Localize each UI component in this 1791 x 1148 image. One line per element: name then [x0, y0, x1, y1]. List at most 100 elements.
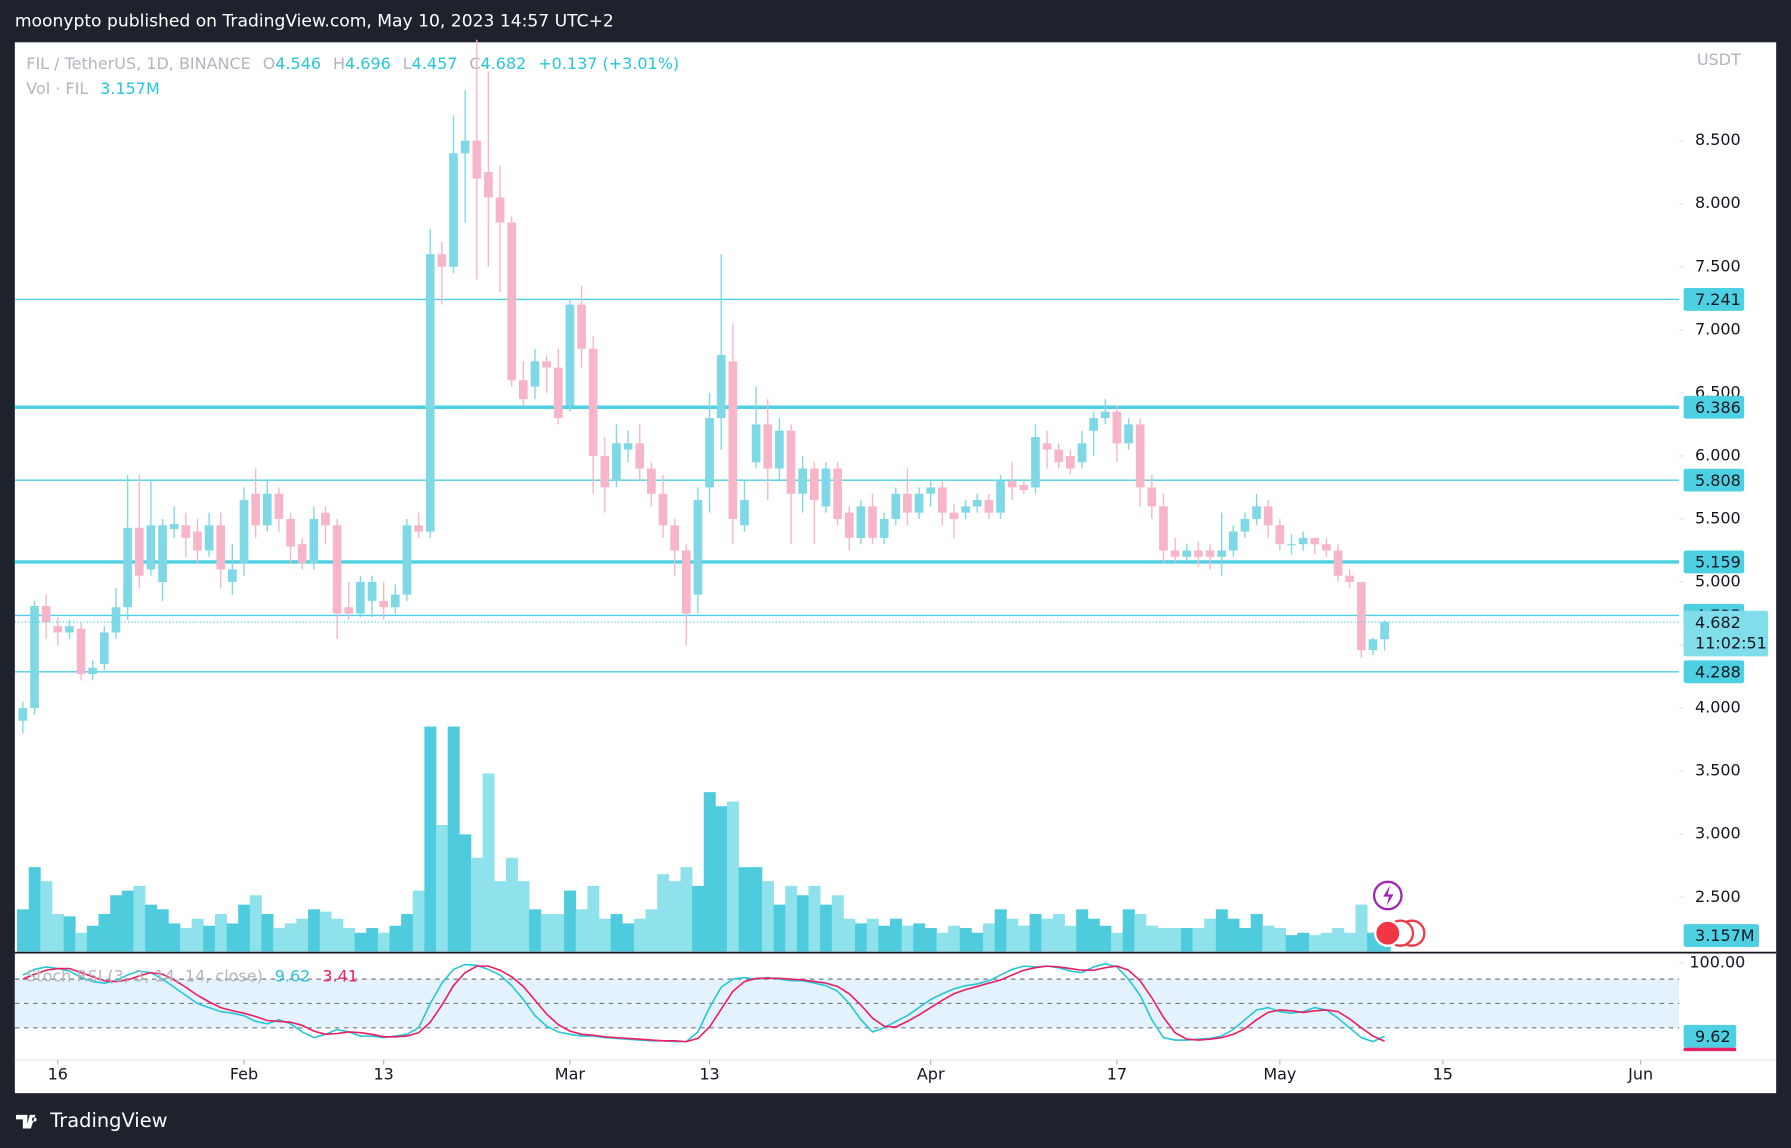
volume-bar — [354, 932, 367, 952]
x-tick-label: Feb — [230, 1064, 258, 1083]
volume-bar — [1215, 909, 1228, 952]
candle-body — [390, 594, 400, 608]
candle-body — [1170, 550, 1180, 557]
volume-bar — [552, 914, 565, 952]
volume-bar — [901, 925, 914, 952]
candle-body — [181, 525, 191, 538]
candle-body — [344, 607, 354, 614]
candle-body — [460, 140, 470, 154]
candle-body — [332, 525, 342, 614]
volume-bar — [924, 928, 937, 952]
candle-body — [1194, 550, 1203, 557]
volume-name: Vol · FIL — [26, 79, 88, 98]
volume-bar — [1250, 914, 1263, 952]
volume-bar — [1227, 918, 1240, 952]
volume-bar — [831, 895, 844, 952]
volume-bar — [948, 925, 961, 952]
candle-body — [169, 524, 179, 530]
candle-body — [716, 355, 726, 419]
volume-bar — [17, 909, 30, 952]
volume-bar — [1320, 932, 1333, 952]
candle-body — [1275, 525, 1285, 545]
volume-bar — [622, 923, 635, 952]
candle-body — [1217, 550, 1227, 557]
volume-bar — [51, 914, 64, 952]
level-label-box — [1683, 550, 1745, 574]
x-tick-label: 15 — [1433, 1064, 1453, 1083]
volume-bar — [1122, 909, 1135, 952]
volume-bar — [436, 824, 449, 952]
volume-bar — [1099, 925, 1112, 952]
volume-bar — [808, 885, 821, 952]
volume-bar — [866, 918, 879, 952]
volume-bar — [598, 918, 611, 952]
candle-body — [1345, 575, 1355, 583]
candle-body — [984, 500, 994, 513]
candle-body — [775, 430, 784, 469]
candle-body — [1287, 544, 1296, 546]
volume-bar — [1239, 928, 1252, 952]
candle-body — [763, 424, 773, 469]
level-label-box — [1683, 468, 1745, 492]
x-tick-label: 17 — [1107, 1064, 1127, 1083]
ohlc-letter: O — [263, 53, 276, 72]
legend-stoch: Stoch RSI (3, 3, 14, 14, close) 9.62 3.4… — [26, 966, 358, 985]
candle-body — [1252, 506, 1261, 519]
candle-body — [1135, 424, 1145, 488]
candle-body — [937, 487, 947, 513]
level-label-box — [1683, 287, 1745, 311]
last-price-label: 4.682 — [1695, 613, 1741, 632]
candle-body — [76, 628, 86, 675]
volume-value: 3.157M — [100, 79, 160, 98]
candle-body — [379, 600, 389, 608]
candle-body — [693, 500, 703, 595]
y-tick-label: 5.500 — [1695, 508, 1741, 527]
volume-bar — [843, 918, 856, 952]
candle-body — [216, 525, 226, 570]
countdown: 11:02:51 — [1695, 633, 1767, 652]
volume-bar — [1052, 914, 1065, 952]
volume-bar — [773, 904, 786, 952]
candle-body — [926, 487, 936, 494]
candle-body — [1159, 506, 1168, 551]
footer-logo — [15, 1114, 37, 1129]
volume-bar — [203, 925, 216, 952]
symbol: FIL / TetherUS, 1D, BINANCE — [26, 53, 250, 72]
volume-bar — [273, 928, 286, 952]
candle-body — [367, 582, 377, 601]
volume-bar — [377, 932, 390, 952]
candle-body — [414, 525, 423, 532]
candle-body — [18, 708, 28, 721]
volume-bar — [401, 914, 414, 952]
y-tick-label: 3.000 — [1695, 824, 1741, 843]
volume-bar — [668, 881, 681, 952]
volume-bar — [889, 918, 902, 952]
y-tick-label: 2.500 — [1695, 887, 1741, 906]
volume-bar — [1017, 925, 1030, 952]
candle-body — [274, 493, 284, 519]
volume-bar — [1029, 914, 1042, 952]
candle-body — [402, 525, 412, 595]
candle-body — [507, 222, 517, 381]
candle-body — [821, 468, 831, 507]
candle-body — [309, 518, 319, 564]
volume-bar — [214, 914, 227, 952]
volume-bar — [983, 923, 996, 952]
volume-bar — [505, 857, 518, 952]
candle-body — [949, 512, 959, 519]
volume-bar — [680, 867, 693, 952]
volume-bar — [633, 918, 646, 952]
candle-body — [1333, 550, 1343, 576]
volume-bar — [1006, 918, 1019, 952]
candle-body — [1147, 487, 1157, 507]
candle-body — [1240, 518, 1250, 532]
x-tick-label: 16 — [48, 1064, 68, 1083]
legend-ohlc: FIL / TetherUS, 1D, BINANCE O4.546 H4.69… — [26, 53, 679, 72]
volume-bar — [715, 806, 728, 952]
volume-bar — [587, 885, 600, 952]
volume-bar — [610, 914, 623, 952]
candle-body — [228, 569, 237, 583]
volume-bar — [494, 881, 507, 952]
k-label-box — [1683, 1024, 1737, 1048]
candle-body — [868, 506, 877, 538]
